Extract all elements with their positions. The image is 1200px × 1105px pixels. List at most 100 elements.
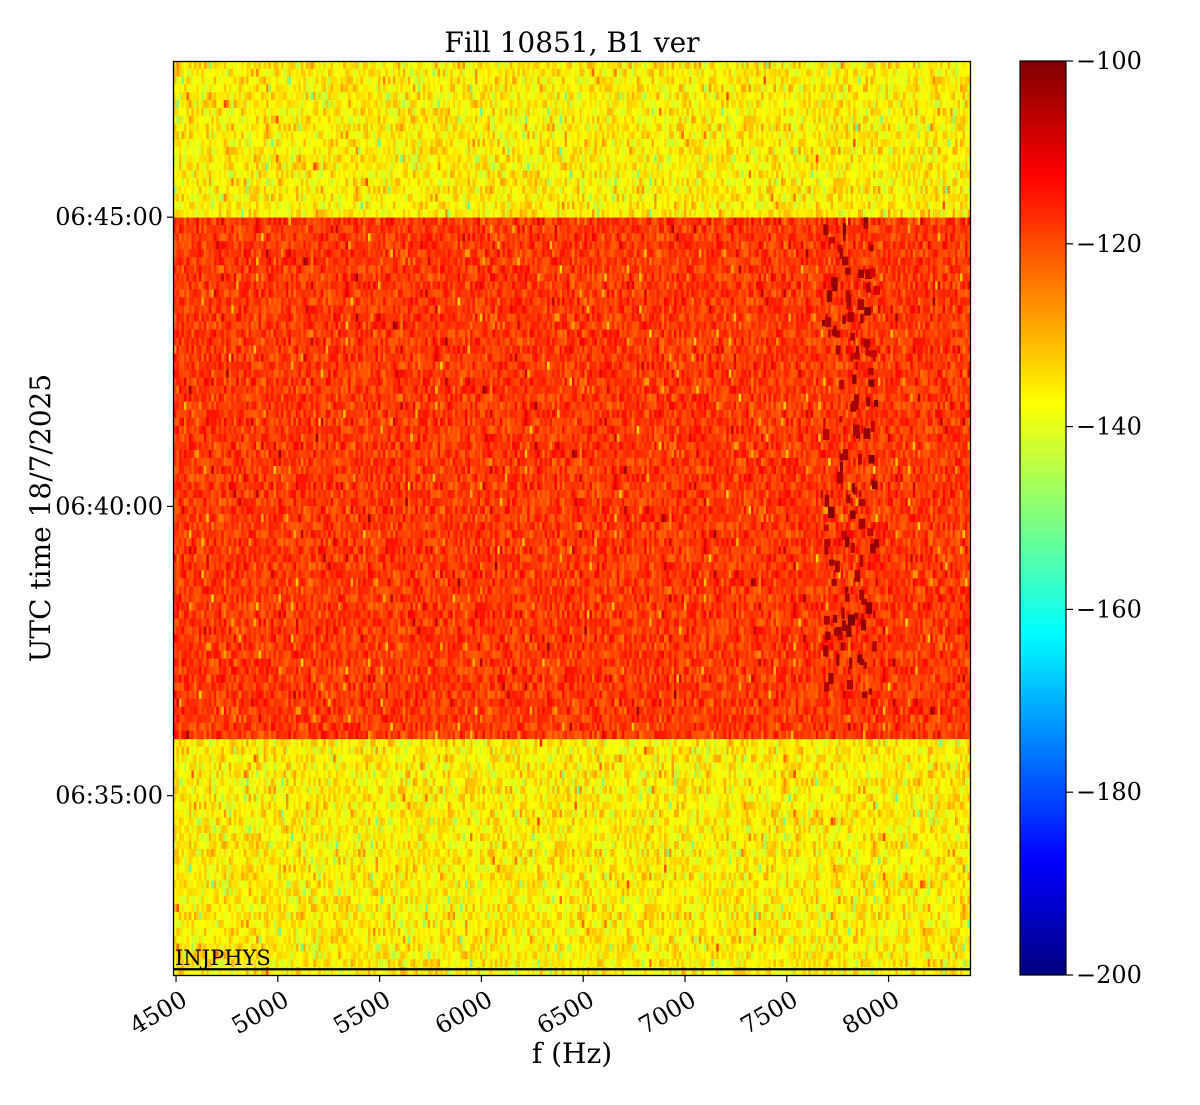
heatmap-cell xyxy=(281,739,284,747)
heatmap-cell xyxy=(923,794,926,802)
heatmap-cell xyxy=(505,778,508,786)
heatmap-cell xyxy=(699,739,702,747)
heatmap-cell xyxy=(572,755,575,763)
heatmap-cell xyxy=(851,770,854,778)
heatmap-cell xyxy=(445,786,448,794)
heatmap-cell xyxy=(390,762,393,770)
heatmap-cell xyxy=(400,755,403,763)
heatmap-cell xyxy=(577,747,580,755)
heatmap-cell xyxy=(950,786,953,794)
heatmap-cell xyxy=(624,755,627,763)
heatmap-cell xyxy=(570,739,573,747)
heatmap-cell xyxy=(373,747,376,755)
heatmap-cell xyxy=(751,794,754,802)
heatmap-cell xyxy=(545,794,548,802)
heatmap-cell xyxy=(965,747,968,755)
heatmap-cell xyxy=(448,739,451,747)
heatmap-cell xyxy=(470,739,473,747)
heatmap-cell xyxy=(604,739,607,747)
heatmap-cell xyxy=(234,755,237,763)
heatmap-cell xyxy=(599,778,602,786)
heatmap-cell xyxy=(803,786,806,794)
heatmap-cell xyxy=(530,747,533,755)
heatmap-cell xyxy=(502,778,505,786)
heatmap-cell xyxy=(189,794,192,802)
heatmap-cell xyxy=(174,747,177,755)
heatmap-cell xyxy=(831,755,834,763)
heatmap-cell xyxy=(597,762,600,770)
heatmap-cell xyxy=(326,786,329,794)
heatmap-cell xyxy=(318,778,321,786)
heatmap-cell xyxy=(592,755,595,763)
heatmap-cell xyxy=(945,770,948,778)
heatmap-cell xyxy=(644,747,647,755)
heatmap-cell xyxy=(831,762,834,770)
heatmap-cell xyxy=(323,755,326,763)
heatmap-cell xyxy=(674,747,677,755)
heatmap-cell xyxy=(535,739,538,747)
heatmap-cell xyxy=(201,802,204,810)
heatmap-cell xyxy=(878,794,881,802)
heatmap-cell xyxy=(950,778,953,786)
heatmap-cell xyxy=(582,786,585,794)
heatmap-cell xyxy=(736,739,739,747)
heatmap-cell xyxy=(470,762,473,770)
heatmap-cell xyxy=(256,802,259,810)
heatmap-cell xyxy=(612,747,615,755)
heatmap-cell xyxy=(264,762,267,770)
heatmap-cell xyxy=(890,794,893,802)
heatmap-cell xyxy=(463,762,466,770)
heatmap-cell xyxy=(532,755,535,763)
heatmap-cell xyxy=(480,747,483,755)
heatmap-cell xyxy=(771,778,774,786)
heatmap-cell xyxy=(181,747,184,755)
heatmap-cell xyxy=(694,755,697,763)
heatmap-cell xyxy=(244,802,247,810)
heatmap-cell xyxy=(385,770,388,778)
heatmap-cell xyxy=(953,794,956,802)
heatmap-cell xyxy=(744,762,747,770)
heatmap-cell xyxy=(562,747,565,755)
heatmap-cell xyxy=(960,762,963,770)
heatmap-cell xyxy=(923,739,926,747)
heatmap-cell xyxy=(634,770,637,778)
heatmap-cell xyxy=(278,762,281,770)
heatmap-cell xyxy=(438,770,441,778)
heatmap-cell xyxy=(567,786,570,794)
heatmap-cell xyxy=(721,770,724,778)
heatmap-cell xyxy=(579,770,582,778)
heatmap-cell xyxy=(579,755,582,763)
heatmap-cell xyxy=(761,762,764,770)
heatmap-cell xyxy=(597,755,600,763)
heatmap-cell xyxy=(664,755,667,763)
heatmap-cell xyxy=(639,778,642,786)
heatmap-cell xyxy=(940,786,943,794)
heatmap-cell xyxy=(910,739,913,747)
heatmap-cell xyxy=(761,794,764,802)
heatmap-cell xyxy=(219,794,222,802)
heatmap-cell xyxy=(341,794,344,802)
heatmap-cell xyxy=(851,755,854,763)
heatmap-cell xyxy=(657,739,660,747)
heatmap-cell xyxy=(532,786,535,794)
heatmap-cell xyxy=(455,786,458,794)
heatmap-cell xyxy=(788,739,791,747)
heatmap-cell xyxy=(783,794,786,802)
heatmap-cell xyxy=(286,770,289,778)
heatmap-cell xyxy=(910,755,913,763)
heatmap-cell xyxy=(647,770,650,778)
heatmap-cell xyxy=(333,755,336,763)
heatmap-cell xyxy=(400,739,403,747)
heatmap-cell xyxy=(739,762,742,770)
heatmap-cell xyxy=(358,755,361,763)
heatmap-cell xyxy=(356,778,359,786)
heatmap-cell xyxy=(522,778,525,786)
heatmap-cell xyxy=(890,747,893,755)
heatmap-cell xyxy=(181,778,184,786)
heatmap-cell xyxy=(510,770,513,778)
heatmap-cell xyxy=(684,786,687,794)
heatmap-cell xyxy=(552,739,555,747)
heatmap-cell xyxy=(241,755,244,763)
heatmap-cell xyxy=(254,762,257,770)
heatmap-cell xyxy=(619,739,622,747)
